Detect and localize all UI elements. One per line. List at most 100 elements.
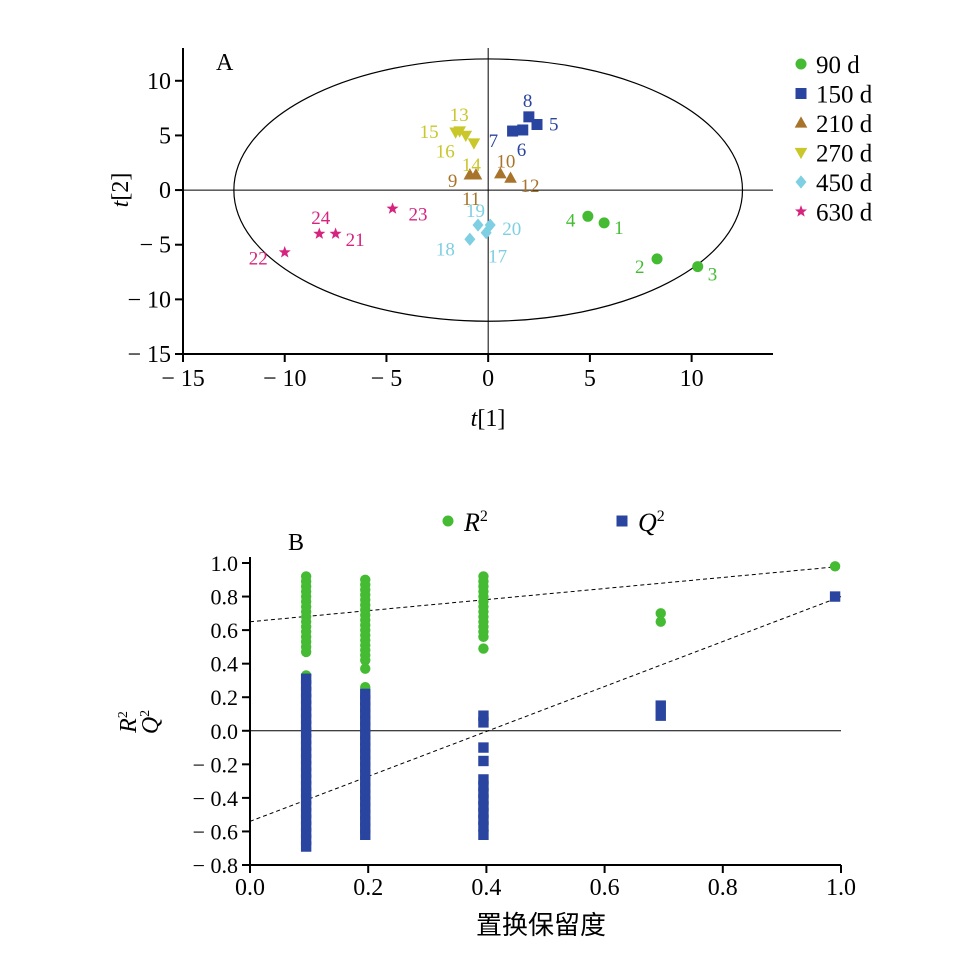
legend-label-270-d: 270 d: [816, 141, 873, 168]
sample-point-19: [472, 218, 484, 232]
point-Q2-7: [300, 720, 312, 731]
point-Q2-58: [478, 814, 489, 825]
point-Q2-5: [300, 707, 312, 718]
point-Q2-25: [300, 841, 312, 852]
panel-b-x-tick-label: 0.0: [235, 875, 265, 901]
point-Q2-60: [478, 829, 489, 840]
panel-a-x-tick-label: 0: [482, 366, 494, 392]
panel-b-y-tick-label: 0.4: [211, 652, 239, 677]
point-Q2-23: [300, 827, 312, 839]
point-Q2-49: [478, 717, 489, 728]
point-R2-34: [360, 663, 371, 674]
sample-point-3: [692, 261, 704, 273]
panel-a-x-tick-label: − 10: [263, 366, 307, 392]
point-R2-51: [655, 616, 666, 627]
sample-point-4: [582, 210, 594, 222]
point-Q2-1: [300, 680, 312, 691]
panel-a-y-tick-label: − 10: [127, 287, 171, 313]
panel-b-y-tick-label: − 0.4: [193, 786, 238, 811]
panel-b-x-tick-label: 0.2: [353, 875, 383, 901]
panel-a-confidence-ellipse: [233, 58, 744, 322]
sample-label-8: 8: [523, 91, 533, 112]
panel-b-x-tick-label: 1.0: [826, 875, 856, 901]
point-Q2-14: [300, 767, 312, 778]
panel-b-y-tick-label: 1.0: [211, 551, 239, 576]
legend-label-R2: R2: [463, 508, 488, 537]
point-Q2-50: [478, 742, 489, 753]
legend-marker-90-d: [795, 58, 807, 70]
legend-label-210-d: 210 d: [816, 111, 873, 138]
sample-label-2: 2: [635, 257, 645, 278]
point-Q2-37: [360, 762, 371, 773]
point-Q2-29: [360, 708, 371, 720]
point-Q2-34: [360, 742, 371, 753]
sample-point-8: [523, 111, 535, 123]
sample-label-18: 18: [436, 239, 455, 260]
point-Q2-3: [300, 693, 312, 705]
panel-a-y-tick-label: 5: [159, 123, 171, 149]
point-Q2-59: [478, 821, 489, 832]
point-Q2-40: [360, 782, 371, 794]
panel-b-y-tick-label: 0.8: [211, 585, 239, 610]
sample-label-13: 13: [450, 105, 469, 126]
point-Q2-45: [360, 816, 371, 827]
legend-label-90-d: 90 d: [816, 52, 860, 79]
sample-label-3: 3: [708, 265, 718, 286]
point-Q2-28: [360, 702, 371, 713]
point-Q2-2: [300, 686, 312, 698]
sample-label-20: 20: [502, 219, 521, 240]
sample-label-10: 10: [496, 152, 515, 173]
panel-a-y-tick-label: 10: [147, 69, 171, 95]
panel-b-y-tick-label: − 0.8: [193, 853, 238, 878]
sample-point-5: [531, 119, 543, 130]
point-Q2-9: [300, 733, 312, 745]
point-Q2-0: [300, 673, 312, 684]
sample-point-24: [313, 227, 326, 239]
panel-b-y-tick-label: 0.2: [211, 685, 239, 710]
point-Q2-39: [360, 775, 371, 787]
point-Q2-8: [300, 727, 312, 738]
panel-b-y-tick-label: 0.6: [211, 618, 239, 643]
point-Q2-62: [655, 710, 666, 721]
sample-point-23: [386, 202, 399, 214]
point-R2-52: [829, 561, 841, 572]
sample-point-1: [598, 217, 610, 229]
point-Q2-44: [360, 809, 371, 820]
sample-label-12: 12: [521, 176, 540, 197]
point-Q2-57: [478, 807, 489, 819]
legend-marker-450-d: [795, 175, 807, 189]
point-Q2-27: [360, 695, 371, 706]
point-Q2-16: [300, 780, 312, 792]
point-Q2-10: [300, 740, 312, 752]
panel-a-y-tick-label: − 15: [127, 342, 171, 368]
panel-b-y-tick-label: − 0.2: [193, 752, 238, 777]
point-Q2-42: [360, 796, 371, 807]
panel-a-y-axis-label: t[2]: [108, 173, 134, 208]
point-Q2-30: [360, 715, 371, 726]
sample-label-14: 14: [462, 155, 482, 176]
sample-point-22: [278, 246, 291, 258]
panel-b-x-tick-label: 0.8: [708, 875, 738, 901]
sample-label-1: 1: [614, 218, 624, 239]
sample-label-5: 5: [549, 115, 559, 136]
sample-point-7: [507, 125, 519, 137]
panel-a-label: A: [216, 50, 234, 76]
sample-point-12: [504, 171, 517, 183]
sample-point-21: [329, 227, 342, 239]
point-Q2-15: [300, 774, 312, 785]
sample-label-7: 7: [489, 131, 499, 152]
sample-label-22: 22: [249, 248, 268, 269]
panel-a-x-tick-label: − 5: [371, 366, 403, 392]
legend-marker-630-d: [794, 205, 808, 217]
point-Q2-24: [300, 834, 312, 846]
point-Q2-52: [478, 774, 489, 785]
sample-point-2: [651, 253, 663, 265]
sample-label-9: 9: [448, 171, 458, 192]
point-Q2-36: [360, 755, 371, 767]
sample-label-17: 17: [488, 247, 507, 268]
panel-a-y-tick-label: 0: [159, 178, 171, 204]
panel-b-permutation-plot: B R2 Q2 0.0 0.2 0.4 0.6 0.8 1.0− 0.8− 0.6− 0.4…: [116, 508, 856, 941]
